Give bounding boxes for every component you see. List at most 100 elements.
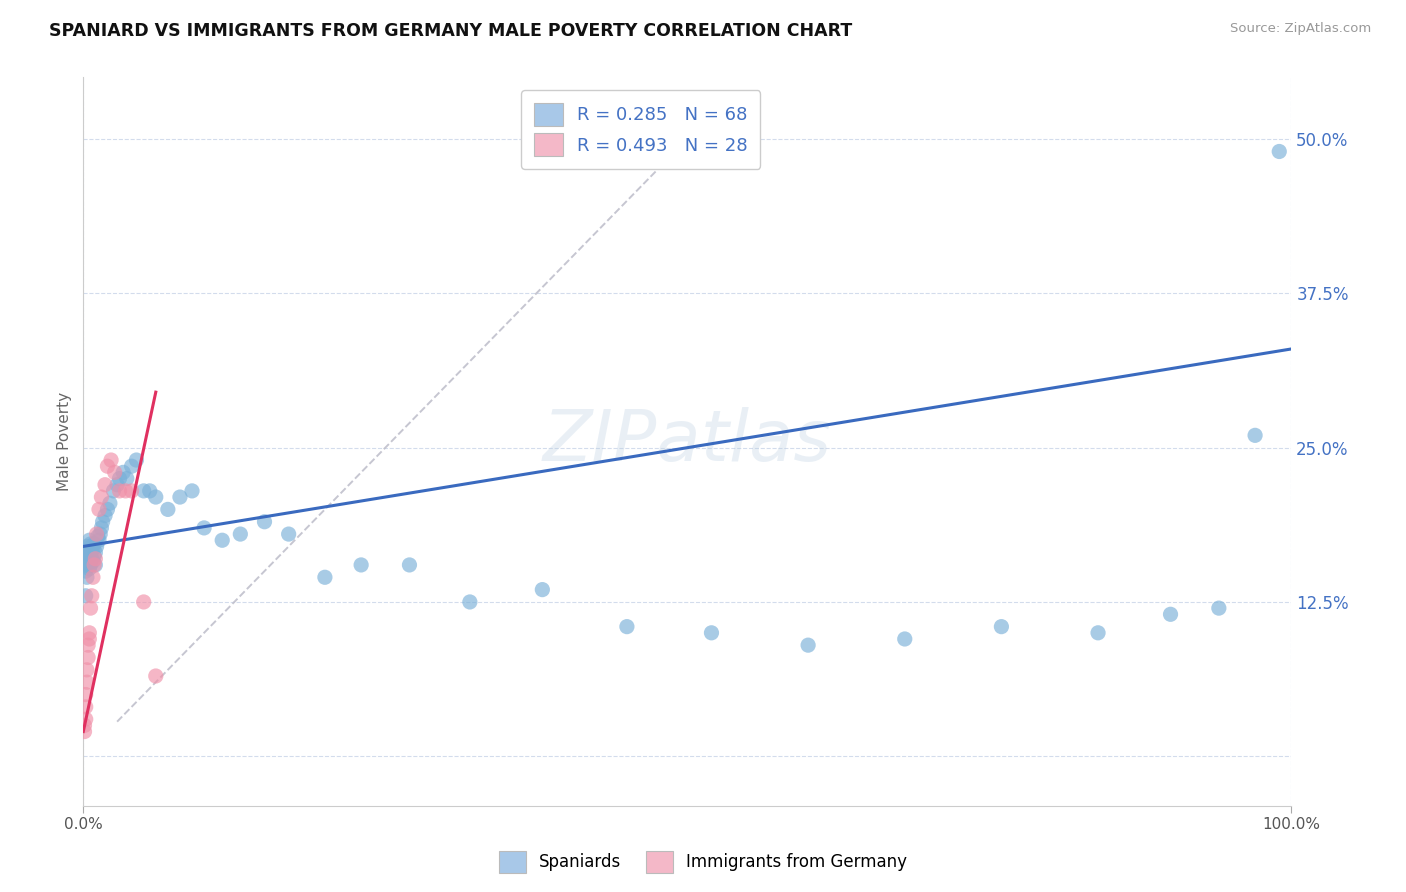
Point (253, 515, 276, 529)
Point (84, 545, 107, 559)
Point (96, 502, 118, 516)
Point (79, 545, 101, 559)
Point (229, 527, 252, 541)
Point (893, 632, 915, 646)
Point (114, 483, 136, 498)
Point (700, 625, 723, 640)
Point (79, 537, 101, 551)
Point (1244, 428, 1267, 442)
Y-axis label: Male Poverty: Male Poverty (58, 392, 72, 491)
Point (76, 558, 98, 572)
Point (277, 527, 299, 541)
Text: SPANIARD VS IMMIGRANTS FROM GERMANY MALE POVERTY CORRELATION CHART: SPANIARD VS IMMIGRANTS FROM GERMANY MALE… (49, 22, 852, 40)
Point (75, 712, 97, 726)
Point (1208, 601, 1230, 615)
Point (1268, 145, 1291, 159)
Point (87, 502, 110, 516)
Point (83, 558, 105, 572)
Point (314, 570, 336, 584)
Point (91, 515, 114, 529)
Point (86, 540, 108, 554)
Point (87, 530, 110, 544)
Point (156, 502, 179, 516)
Point (105, 477, 128, 491)
Point (79, 533, 101, 548)
Point (82, 541, 104, 556)
Point (96, 459, 118, 474)
Point (77, 541, 100, 556)
Point (100, 453, 122, 467)
Point (138, 483, 160, 498)
Point (108, 471, 131, 485)
Point (75, 699, 97, 714)
Text: ZIPatlas: ZIPatlas (543, 407, 832, 476)
Point (76, 663, 98, 677)
Point (1087, 625, 1109, 640)
Point (132, 595, 155, 609)
Point (79, 561, 101, 575)
Point (181, 483, 204, 498)
Point (797, 638, 820, 652)
Point (112, 466, 135, 480)
Point (1160, 607, 1182, 622)
Point (75, 688, 97, 702)
Point (83, 549, 105, 564)
Point (89, 527, 111, 541)
Point (990, 620, 1012, 634)
Point (76, 540, 98, 554)
Point (75, 589, 97, 603)
Point (98, 496, 121, 510)
Legend: R = 0.285   N = 68, R = 0.493   N = 28: R = 0.285 N = 68, R = 0.493 N = 28 (522, 90, 761, 169)
Point (79, 545, 101, 559)
Point (531, 582, 554, 597)
Point (145, 490, 167, 504)
Point (211, 533, 233, 548)
Point (77, 650, 100, 665)
Text: Source: ZipAtlas.com: Source: ZipAtlas.com (1230, 22, 1371, 36)
Point (75, 564, 97, 578)
Point (90, 521, 112, 535)
Point (104, 466, 127, 480)
Point (458, 595, 481, 609)
Point (86, 527, 108, 541)
Point (80, 589, 103, 603)
Point (616, 620, 638, 634)
Legend: Spaniards, Immigrants from Germany: Spaniards, Immigrants from Germany (492, 845, 914, 880)
Point (79, 625, 101, 640)
Point (77, 549, 100, 564)
Point (125, 453, 148, 467)
Point (82, 554, 104, 568)
Point (77, 554, 100, 568)
Point (94, 508, 117, 523)
Point (79, 558, 101, 572)
Point (76, 675, 98, 690)
Point (73, 718, 96, 732)
Point (108, 483, 131, 498)
Point (73, 551, 96, 566)
Point (121, 483, 143, 498)
Point (84, 558, 107, 572)
Point (79, 632, 101, 646)
Point (103, 483, 125, 498)
Point (169, 490, 191, 504)
Point (76, 551, 98, 566)
Point (80, 551, 103, 566)
Point (132, 483, 155, 498)
Point (79, 601, 101, 615)
Point (94, 477, 117, 491)
Point (350, 558, 373, 572)
Point (193, 521, 215, 535)
Point (82, 570, 104, 584)
Point (90, 490, 112, 504)
Point (84, 551, 107, 566)
Point (398, 558, 420, 572)
Point (145, 669, 167, 683)
Point (121, 459, 143, 474)
Point (73, 724, 96, 739)
Point (115, 471, 138, 485)
Point (77, 638, 100, 652)
Point (80, 540, 103, 554)
Point (76, 570, 98, 584)
Point (75, 545, 97, 559)
Point (83, 537, 105, 551)
